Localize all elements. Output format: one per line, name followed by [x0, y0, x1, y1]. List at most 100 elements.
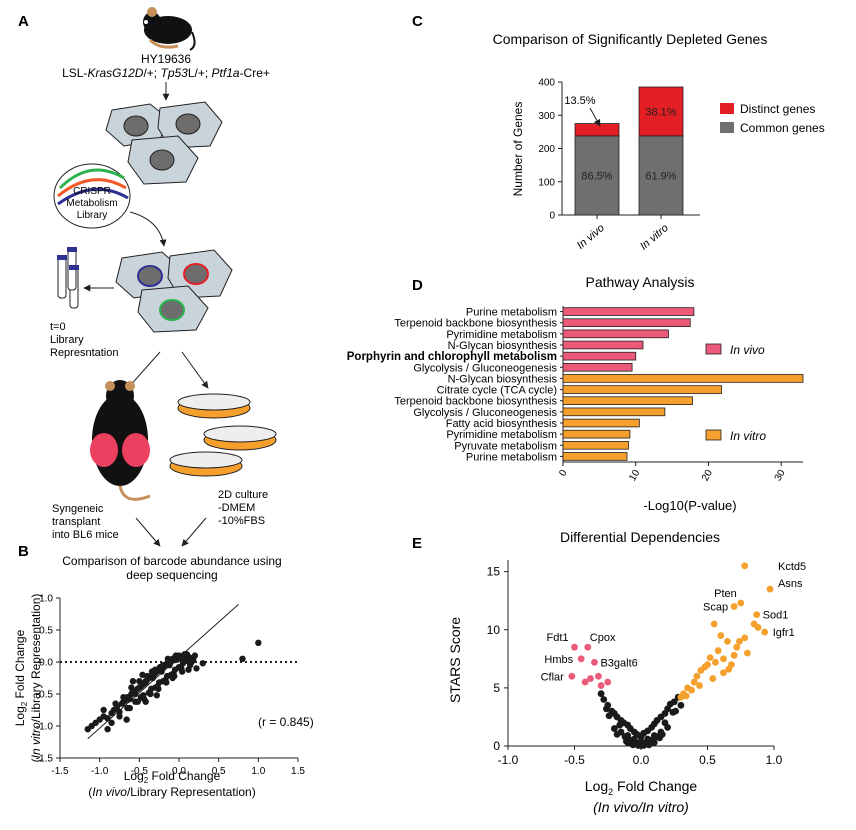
x-tick-label-b: 0.5 [212, 766, 226, 777]
x-tick-label-d: 10 [627, 468, 642, 484]
gene-label-e: Scap [703, 602, 728, 614]
x-tick-label-c: In vivo [575, 222, 607, 252]
x-tick-label-b: -1.0 [91, 766, 109, 777]
invitro-hit-point [690, 678, 698, 686]
data-point-b [152, 684, 159, 691]
data-point-b [153, 692, 160, 699]
x-tick-label-b: -1.5 [51, 766, 69, 777]
invitro-hit-point [712, 658, 719, 666]
data-point-e [661, 719, 669, 727]
volcano-chart-e: -1.0 -0.5 0.0 0.5 1.0 0 5 10 15 Kctd5 Asns Pten Scap… [487, 560, 806, 767]
gene-label-e: Pten [714, 588, 737, 600]
t0-label-line2: Library [50, 334, 84, 346]
invivo-hit-point [604, 678, 612, 686]
pathway-bar-d [562, 307, 695, 316]
gene-label-e: Kctd5 [778, 561, 806, 573]
data-point-b [172, 652, 180, 659]
data-point-b [112, 700, 119, 707]
data-point-e [605, 712, 613, 720]
annotation-arrow-c [589, 107, 601, 127]
panel-letter-a: A [18, 13, 29, 30]
culture-label-line3: -10%FBS [218, 515, 265, 527]
data-point-b [239, 655, 246, 662]
cell-cluster-icon [105, 101, 223, 185]
y-tick-label-b: 0.5 [39, 626, 53, 637]
data-point-b [177, 665, 184, 672]
chart-b-xlabel-line1: Log2 Fold Change [124, 769, 221, 785]
data-point-e [649, 737, 657, 745]
y-tick-label-c: 300 [538, 111, 555, 122]
invivo-hit-point [591, 658, 598, 666]
invitro-hit-point [693, 672, 701, 680]
pathway-label-d: Terpenoid backbone biosynthesis [394, 396, 557, 408]
bar-segment-c [638, 135, 684, 216]
x-tick-label-b: 0.0 [172, 766, 186, 777]
panel-c: C Comparison of Significantly Depleted G… [412, 13, 825, 253]
chart-e-title: Differential Dependencies [560, 529, 720, 545]
data-point-e [616, 721, 624, 729]
transplant-label-line1: Syngeneic [52, 503, 104, 515]
data-point-e [600, 696, 608, 703]
data-point-e [628, 740, 636, 748]
data-point-b [142, 698, 149, 705]
invivo-hit-point [568, 672, 576, 680]
pathway-label-d: Terpenoid backbone biosynthesis [394, 318, 557, 330]
pathway-label-d: Porphyrin and chlorophyll metabolism [347, 351, 557, 363]
bar-segment-c [574, 123, 620, 137]
data-point-b [120, 694, 127, 701]
data-point-e [597, 690, 605, 698]
panel-d: D Pathway Analysis Purine metabolismTerp… [347, 274, 804, 513]
library-label-line1: CRISPR [73, 186, 111, 197]
pathway-bar-d [562, 385, 722, 394]
x-tick-label-d: 0 [557, 468, 570, 479]
pathway-label-d: Fatty acid biosynthesis [446, 418, 558, 430]
data-point-b [199, 660, 206, 667]
data-point-b [104, 715, 111, 722]
pathway-label-d: Citrate cycle (TCA cycle) [437, 385, 557, 397]
chart-e-ylabel: STARS Score [447, 617, 463, 703]
invitro-hit-point [706, 654, 714, 662]
invitro-hit-point [741, 634, 749, 642]
pathway-bar-d [562, 340, 644, 350]
y-tick-label-e: 15 [487, 565, 501, 579]
invitro-hit-point [744, 649, 751, 657]
x-tick-label-e: 0.5 [699, 753, 716, 767]
data-point-e [656, 734, 664, 742]
data-point-e [677, 701, 685, 709]
black-mouse-icon [143, 7, 196, 51]
invivo-hit-point [577, 655, 585, 663]
data-point-e [638, 741, 646, 749]
pathway-label-d: Purine metabolism [466, 451, 557, 463]
invitro-hit-point [714, 647, 722, 655]
invitro-hit-point [741, 562, 749, 570]
pathway-bar-d [562, 329, 669, 339]
gene-label-e: Sod1 [763, 610, 789, 622]
panel-letter-e: E [412, 535, 422, 552]
data-point-e [622, 737, 630, 745]
pathway-label-d: Pyrimidine metabolism [446, 329, 557, 341]
legend-distinct-swatch [720, 103, 734, 114]
panel-letter-c: C [412, 13, 423, 30]
transplant-label-line3: into BL6 mice [52, 529, 119, 541]
panel-letter-d: D [412, 277, 423, 294]
chart-b-ylabel-line1: Log2 Fold Change [13, 629, 29, 726]
invitro-hit-point [737, 599, 745, 607]
library-label-line3: Library [77, 210, 108, 221]
bar-label-c: 86.5% [581, 170, 612, 182]
y-tick-label-b: 1.0 [39, 594, 53, 605]
invitro-hit-point [724, 637, 731, 645]
data-point-b [147, 690, 154, 698]
data-point-b [126, 695, 134, 703]
arrow-merge-right [181, 517, 207, 547]
data-point-b [126, 704, 134, 712]
invitro-hit-point [701, 663, 709, 671]
data-point-b [116, 713, 123, 720]
data-point-b [108, 719, 115, 726]
legend-invitro-label: In vitro [730, 429, 766, 443]
y-tick-label-b: -1.0 [36, 722, 54, 733]
transplant-mouse-icon [90, 380, 151, 501]
x-tick-label-e: 0.0 [633, 753, 650, 767]
legend-distinct-label: Distinct genes [740, 102, 815, 116]
x-tick-label-b: 1.0 [251, 766, 265, 777]
